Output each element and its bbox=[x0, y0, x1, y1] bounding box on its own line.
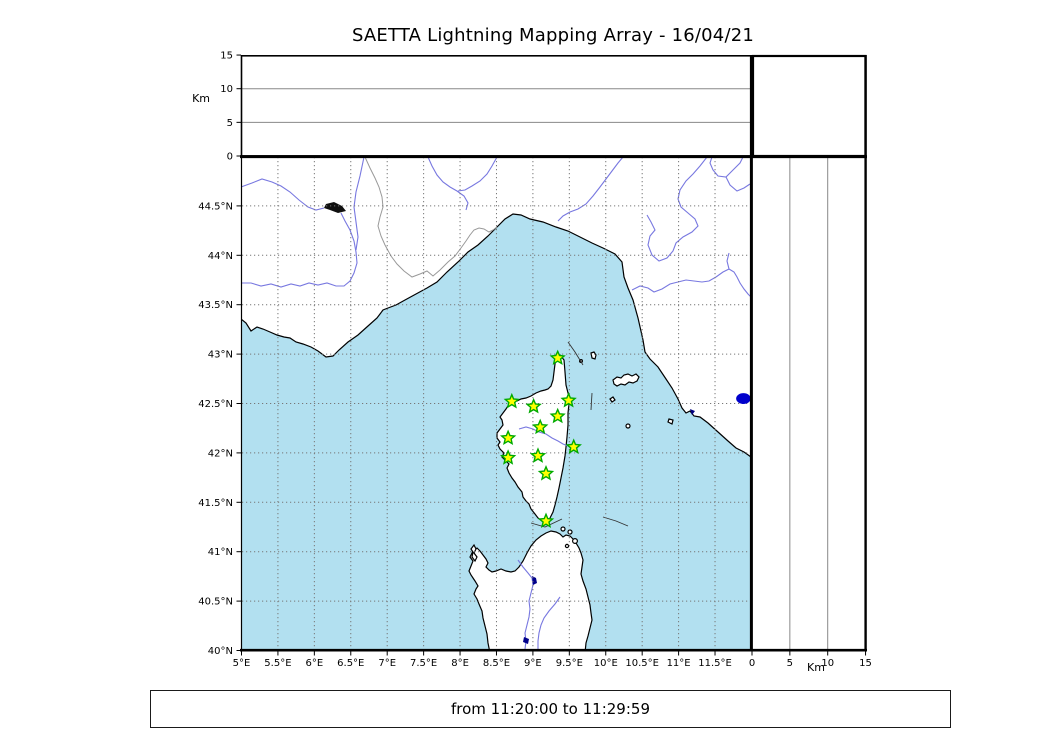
island-maddalena bbox=[564, 543, 570, 549]
lake-sardinia bbox=[532, 576, 537, 585]
lon-tick-label: 5.5°E bbox=[264, 658, 291, 669]
lat-tick-label: 40°N bbox=[208, 646, 233, 657]
lon-tick-label: 7°E bbox=[378, 658, 396, 669]
island-pianosa bbox=[609, 396, 616, 403]
time-range-text: from 11:20:00 to 11:29:59 bbox=[450, 700, 650, 718]
lon-tick-label: 6.5°E bbox=[337, 658, 364, 669]
lat-tick-label: 42°N bbox=[208, 448, 233, 459]
alt-tick-label-left: 0 bbox=[227, 152, 233, 163]
lat-tick-label: 43°N bbox=[208, 350, 233, 361]
lon-tick-label: 10.5°E bbox=[625, 658, 659, 669]
lon-tick-label: 7.5°E bbox=[410, 658, 437, 669]
lon-tick-label: 6°E bbox=[306, 658, 324, 669]
island-elba bbox=[612, 373, 640, 387]
lon-tick-label: 9°E bbox=[524, 658, 542, 669]
corner-panel-frame bbox=[751, 54, 867, 158]
lat-tick-label: 40.5°N bbox=[198, 597, 233, 608]
source-point-marker bbox=[736, 393, 751, 404]
island-giglio bbox=[667, 418, 674, 425]
lon-tick-label: 11.5°E bbox=[698, 658, 732, 669]
coastline-corsica bbox=[496, 354, 571, 524]
lma-station-marker bbox=[525, 397, 542, 414]
alt-tick-label-left: 5 bbox=[227, 118, 233, 129]
lma-station-marker bbox=[503, 392, 520, 409]
altitude-axis-label-left: Km bbox=[192, 92, 210, 105]
island-maddalena bbox=[560, 526, 566, 532]
alt-tick-label-bottom: 10 bbox=[821, 658, 834, 669]
lon-tick-label: 9.5°E bbox=[556, 658, 583, 669]
coastline-sardinia bbox=[468, 530, 593, 651]
altitude-axis-label-bottom: Km bbox=[807, 661, 825, 674]
altitude-panel-frame bbox=[240, 54, 752, 157]
island-capraia bbox=[590, 351, 597, 360]
lma-station-marker bbox=[499, 429, 517, 446]
alt-tick-label-bottom: 15 bbox=[859, 658, 872, 669]
lon-tick-label: 5°E bbox=[233, 658, 251, 669]
boundary-lines bbox=[530, 341, 629, 528]
lma-station-marker bbox=[549, 349, 566, 366]
lma-station-marker bbox=[529, 447, 547, 463]
island-maddalena bbox=[567, 529, 573, 535]
lake-sardinia bbox=[523, 637, 529, 644]
lma-station-marker bbox=[500, 449, 517, 465]
lagoon-orbetello bbox=[690, 409, 695, 415]
coastline-continent bbox=[241, 157, 751, 458]
alt-tick-label-bottom: 5 bbox=[787, 658, 793, 669]
lma-station-marker bbox=[565, 438, 582, 454]
lat-tick-label: 44°N bbox=[208, 251, 233, 262]
time-range-box: from 11:20:00 to 11:29:59 bbox=[150, 690, 951, 728]
island-montecristo bbox=[625, 423, 631, 429]
lma-station-marker bbox=[549, 407, 566, 424]
lma-station-marker bbox=[537, 512, 555, 529]
island-maddalena bbox=[571, 537, 578, 544]
lon-tick-label: 11°E bbox=[667, 658, 691, 669]
lon-tick-label: 10°E bbox=[594, 658, 618, 669]
map-panel bbox=[241, 157, 751, 651]
admin-border bbox=[364, 157, 498, 278]
lon-tick-label: 8°E bbox=[451, 658, 469, 669]
panel-frames bbox=[240, 54, 867, 652]
lat-tick-label: 43.5°N bbox=[198, 300, 233, 311]
alt-tick-label-bottom: 0 bbox=[749, 658, 755, 669]
lat-tick-label: 42.5°N bbox=[198, 399, 233, 410]
lat-tick-label: 41.5°N bbox=[198, 498, 233, 509]
lma-station-marker bbox=[560, 391, 577, 408]
alt-tick-label-left: 15 bbox=[220, 51, 233, 62]
lma-station-marker bbox=[532, 418, 549, 435]
lat-tick-label: 44.5°N bbox=[198, 201, 233, 212]
lon-tick-label: 8.5°E bbox=[483, 658, 510, 669]
figure-title: SAETTA Lightning Mapping Array - 16/04/2… bbox=[351, 25, 755, 46]
rivers bbox=[241, 157, 751, 650]
lat-tick-label: 41°N bbox=[208, 547, 233, 558]
lma-station-marker bbox=[537, 464, 555, 481]
lake-serre-poncon bbox=[324, 202, 346, 213]
alt-tick-label-left: 10 bbox=[220, 84, 233, 95]
island-asinara bbox=[470, 543, 478, 563]
